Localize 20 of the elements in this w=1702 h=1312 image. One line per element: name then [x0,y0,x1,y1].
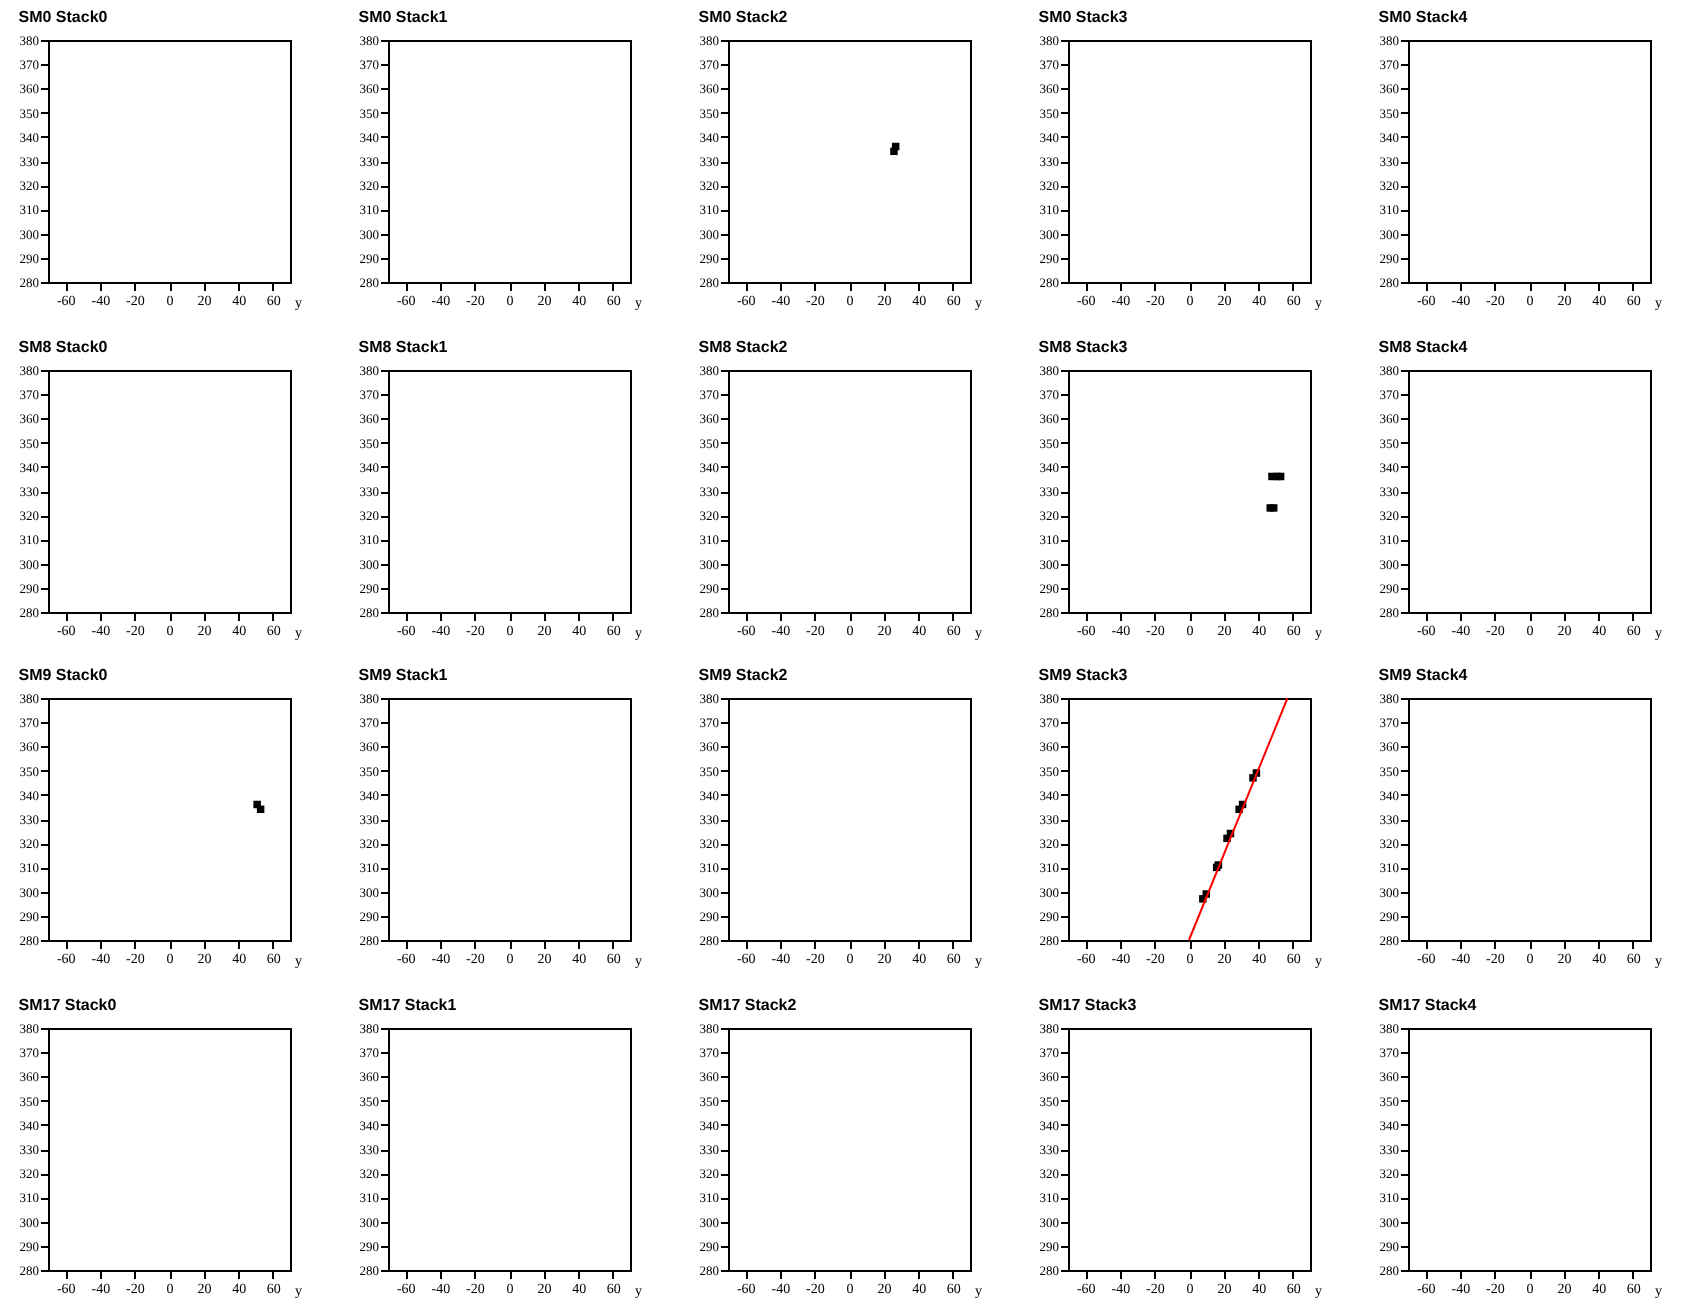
chart-title: SM8 Stack2 [698,337,789,355]
chart-title: SM17 Stack2 [698,995,798,1013]
chart-title: SM8 Stack1 [358,337,449,355]
chart-title: SM8 Stack0 [18,337,109,355]
chart-title: SM0 Stack0 [18,8,109,26]
chart-title: SM9 Stack2 [698,666,789,684]
chart-title: SM8 Stack3 [1038,337,1129,355]
chart-title: SM17 Stack0 [18,995,118,1013]
chart-title: SM8 Stack4 [1378,337,1469,355]
chart-title: SM9 Stack1 [358,666,449,684]
chart-title: SM9 Stack4 [1378,666,1469,684]
chart-title: SM0 Stack3 [1038,8,1129,26]
chart-title: SM0 Stack4 [1378,8,1469,26]
chart-title: SM17 Stack1 [358,995,458,1013]
chart-title: SM17 Stack4 [1378,995,1478,1013]
chart-title: SM9 Stack3 [1038,666,1129,684]
chart-title: SM17 Stack3 [1038,995,1138,1013]
chart-title: SM0 Stack1 [358,8,449,26]
chart-title: SM0 Stack2 [698,8,789,26]
chart-title: SM9 Stack0 [18,666,109,684]
